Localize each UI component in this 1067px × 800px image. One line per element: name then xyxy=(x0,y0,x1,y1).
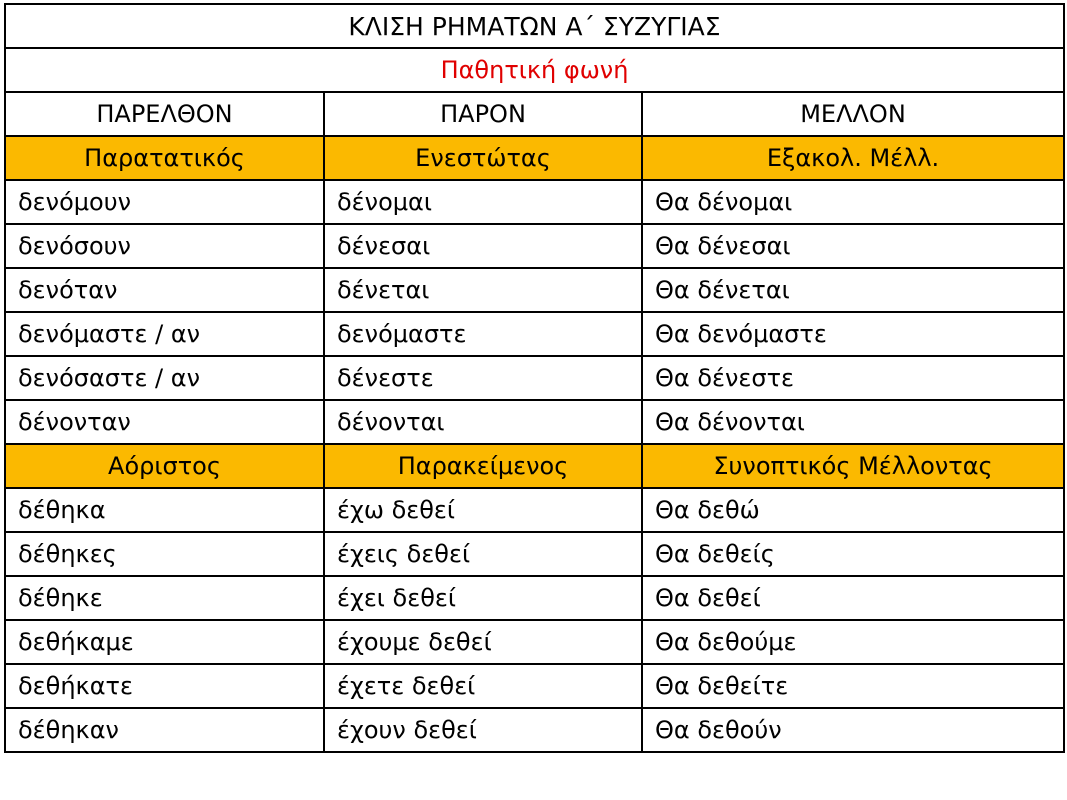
tense-row: Παρατατικός Ενεστώτας Εξακολ. Μέλλ. xyxy=(4,135,1065,181)
verb-form: δενόταν xyxy=(4,267,325,313)
verb-form: Θα δεθούν xyxy=(641,707,1065,753)
verb-form: Θα δενόμαστε xyxy=(641,311,1065,357)
verb-form: Θα δένονται xyxy=(641,399,1065,445)
form-row: δενόταν δένεται Θα δένεται xyxy=(4,267,1065,313)
verb-form: Θα δεθείς xyxy=(641,531,1065,577)
column-header: ΠΑΡΟΝ xyxy=(323,91,643,137)
verb-form: δέθηκες xyxy=(4,531,325,577)
verb-form: Θα δένεστε xyxy=(641,355,1065,401)
tense-header: Παρατατικός xyxy=(4,135,325,181)
verb-form: δενόμαστε xyxy=(323,311,643,357)
verb-form: Θα δεθεί xyxy=(641,575,1065,621)
tense-header: Συνοπτικός Μέλλοντας xyxy=(641,443,1065,489)
verb-form: Θα δεθείτε xyxy=(641,663,1065,709)
form-row: δενόμαστε / αν δενόμαστε Θα δενόμαστε xyxy=(4,311,1065,357)
column-header: ΠΑΡΕΛΘΟΝ xyxy=(4,91,325,137)
form-row: δενόσουν δένεσαι Θα δένεσαι xyxy=(4,223,1065,269)
verb-form: έχει δεθεί xyxy=(323,575,643,621)
form-row: δέθηκα έχω δεθεί Θα δεθώ xyxy=(4,487,1065,533)
verb-form: Θα δεθώ xyxy=(641,487,1065,533)
subtitle-row: Παθητική φωνή xyxy=(4,47,1065,93)
form-row: δεθήκαμε έχουμε δεθεί Θα δεθούμε xyxy=(4,619,1065,665)
table-title: ΚΛΙΣΗ ΡΗΜΑΤΩΝ Α΄ ΣΥΖΥΓΙΑΣ xyxy=(4,3,1065,49)
verb-form: δένεσαι xyxy=(323,223,643,269)
column-header: ΜΕΛΛΟΝ xyxy=(641,91,1065,137)
verb-form: έχω δεθεί xyxy=(323,487,643,533)
tense-header: Ενεστώτας xyxy=(323,135,643,181)
tense-header: Παρακείμενος xyxy=(323,443,643,489)
table-body: ΚΛΙΣΗ ΡΗΜΑΤΩΝ Α΄ ΣΥΖΥΓΙΑΣ Παθητική φωνή … xyxy=(4,3,1065,753)
verb-form: δενόσουν xyxy=(4,223,325,269)
tense-row: Αόριστος Παρακείμενος Συνοπτικός Μέλλοντας xyxy=(4,443,1065,489)
form-row: δέθηκες έχεις δεθεί Θα δεθείς xyxy=(4,531,1065,577)
verb-form: δένομαι xyxy=(323,179,643,225)
verb-form: έχεις δεθεί xyxy=(323,531,643,577)
verb-form: έχετε δεθεί xyxy=(323,663,643,709)
verb-form: Θα δένομαι xyxy=(641,179,1065,225)
form-row: δέθηκαν έχουν δεθεί Θα δεθούν xyxy=(4,707,1065,753)
verb-form: δενόμουν xyxy=(4,179,325,225)
form-row: δενόσαστε / αν δένεστε Θα δένεστε xyxy=(4,355,1065,401)
verb-form: Θα δεθούμε xyxy=(641,619,1065,665)
table-subtitle: Παθητική φωνή xyxy=(4,47,1065,93)
verb-form: δέθηκε xyxy=(4,575,325,621)
conjugation-table: ΚΛΙΣΗ ΡΗΜΑΤΩΝ Α΄ ΣΥΖΥΓΙΑΣ Παθητική φωνή … xyxy=(4,3,1065,753)
form-row: δενόμουν δένομαι Θα δένομαι xyxy=(4,179,1065,225)
verb-form: δέθηκα xyxy=(4,487,325,533)
verb-form: δένονταν xyxy=(4,399,325,445)
form-row: δεθήκατε έχετε δεθεί Θα δεθείτε xyxy=(4,663,1065,709)
verb-form: έχουν δεθεί xyxy=(323,707,643,753)
header-row: ΠΑΡΕΛΘΟΝ ΠΑΡΟΝ ΜΕΛΛΟΝ xyxy=(4,91,1065,137)
verb-form: έχουμε δεθεί xyxy=(323,619,643,665)
verb-form: δενόσαστε / αν xyxy=(4,355,325,401)
form-row: δέθηκε έχει δεθεί Θα δεθεί xyxy=(4,575,1065,621)
form-row: δένονταν δένονται Θα δένονται xyxy=(4,399,1065,445)
verb-form: δενόμαστε / αν xyxy=(4,311,325,357)
verb-form: δεθήκατε xyxy=(4,663,325,709)
tense-header: Αόριστος xyxy=(4,443,325,489)
verb-form: δένεται xyxy=(323,267,643,313)
title-row: ΚΛΙΣΗ ΡΗΜΑΤΩΝ Α΄ ΣΥΖΥΓΙΑΣ xyxy=(4,3,1065,49)
tense-header: Εξακολ. Μέλλ. xyxy=(641,135,1065,181)
verb-form: δεθήκαμε xyxy=(4,619,325,665)
verb-form: Θα δένεται xyxy=(641,267,1065,313)
verb-form: δένεστε xyxy=(323,355,643,401)
verb-form: Θα δένεσαι xyxy=(641,223,1065,269)
verb-form: δέθηκαν xyxy=(4,707,325,753)
verb-form: δένονται xyxy=(323,399,643,445)
